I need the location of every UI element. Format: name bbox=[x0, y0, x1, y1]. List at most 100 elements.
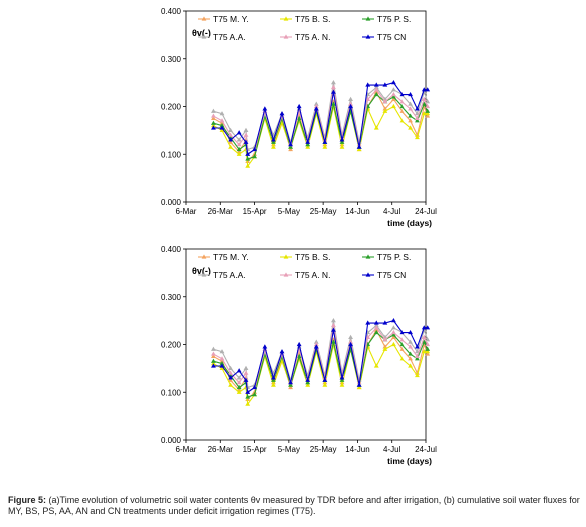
data-point bbox=[382, 337, 388, 342]
data-point bbox=[211, 361, 216, 366]
legend-marker bbox=[201, 254, 207, 259]
data-point bbox=[322, 142, 328, 147]
data-point bbox=[305, 375, 311, 380]
data-point bbox=[219, 118, 225, 123]
data-point bbox=[245, 401, 251, 406]
data-point bbox=[271, 137, 276, 142]
data-point bbox=[399, 108, 405, 113]
legend-label: T75 P. S. bbox=[377, 252, 411, 262]
data-point bbox=[288, 377, 293, 382]
data-point bbox=[245, 389, 251, 394]
data-point bbox=[305, 380, 311, 385]
data-point bbox=[219, 125, 225, 130]
data-point bbox=[262, 106, 268, 111]
data-point bbox=[373, 125, 379, 130]
data-point bbox=[391, 325, 396, 330]
data-point bbox=[211, 363, 216, 368]
data-point bbox=[305, 382, 311, 387]
data-point bbox=[399, 91, 405, 97]
data-point bbox=[322, 377, 328, 382]
legend-label: T75 M. Y. bbox=[213, 252, 249, 262]
figure-caption: Figure 5: (a)Time evolution of volumetri… bbox=[8, 495, 580, 517]
data-point bbox=[279, 111, 285, 116]
data-point bbox=[382, 108, 388, 113]
data-point bbox=[391, 80, 396, 85]
data-point bbox=[236, 151, 242, 156]
data-point bbox=[373, 91, 379, 97]
data-point bbox=[236, 384, 242, 390]
data-point bbox=[243, 370, 249, 375]
data-point bbox=[356, 146, 362, 152]
legend-marker bbox=[365, 254, 371, 259]
legend-label: T75 M. Y. bbox=[213, 14, 249, 24]
data-point bbox=[425, 87, 431, 92]
data-point bbox=[391, 103, 396, 109]
data-point bbox=[236, 389, 242, 394]
data-point bbox=[296, 353, 302, 359]
data-point bbox=[305, 377, 311, 382]
legend-label: T75 A. N. bbox=[295, 270, 330, 280]
x-tick-label: 6-Mar bbox=[176, 207, 197, 216]
data-point bbox=[391, 332, 396, 337]
data-point bbox=[425, 341, 431, 347]
data-point bbox=[228, 365, 233, 370]
legend-marker bbox=[283, 272, 289, 277]
data-point bbox=[219, 123, 225, 128]
legend-label: T75 CN bbox=[377, 270, 406, 280]
data-point bbox=[408, 329, 413, 335]
data-point bbox=[211, 123, 216, 128]
data-point bbox=[425, 99, 431, 104]
data-point bbox=[382, 320, 388, 325]
data-point bbox=[296, 341, 302, 347]
data-point bbox=[421, 334, 427, 339]
data-point bbox=[425, 351, 431, 356]
y-tick-label: 0.400 bbox=[161, 245, 182, 254]
data-point bbox=[365, 82, 371, 87]
data-point bbox=[243, 127, 249, 132]
data-point bbox=[211, 358, 216, 363]
data-point bbox=[339, 377, 345, 382]
x-tick-label: 5-May bbox=[278, 445, 300, 454]
data-point bbox=[252, 144, 257, 149]
caption-text: (a)Time evolution of volumetric soil wat… bbox=[8, 495, 580, 516]
data-point bbox=[305, 137, 311, 142]
data-point bbox=[331, 339, 336, 344]
data-point bbox=[313, 103, 319, 109]
data-point bbox=[211, 346, 216, 351]
data-point bbox=[271, 377, 276, 382]
legend-marker bbox=[201, 34, 207, 39]
data-point bbox=[356, 382, 362, 387]
data-point bbox=[252, 389, 257, 394]
legend-label: T75 CN bbox=[377, 32, 406, 42]
data-point bbox=[399, 329, 405, 335]
series-line bbox=[213, 105, 428, 168]
data-point bbox=[421, 87, 427, 92]
data-point bbox=[399, 103, 405, 109]
data-point bbox=[236, 130, 242, 135]
data-point bbox=[245, 156, 251, 161]
data-point bbox=[382, 82, 388, 87]
data-point bbox=[296, 103, 302, 109]
data-point bbox=[313, 341, 319, 347]
legend-marker bbox=[365, 16, 371, 21]
data-point bbox=[425, 325, 431, 330]
data-point bbox=[399, 346, 405, 351]
data-point bbox=[339, 375, 345, 380]
y-tick-label: 0.100 bbox=[161, 150, 182, 159]
data-point bbox=[243, 139, 249, 144]
data-point bbox=[219, 127, 225, 132]
chart-a: 0.000 0.100 0.200 0.300 0.400 6-Mar 26-Mar 15-A… bbox=[0, 0, 586, 240]
data-point bbox=[373, 363, 379, 368]
data-point bbox=[373, 87, 379, 92]
data-point bbox=[365, 334, 371, 339]
data-point bbox=[331, 318, 336, 323]
y-tick-label: 0.300 bbox=[161, 55, 182, 64]
series-line bbox=[213, 81, 428, 156]
data-point bbox=[408, 113, 413, 118]
data-point bbox=[421, 96, 427, 101]
data-point bbox=[243, 132, 249, 137]
data-point bbox=[425, 103, 431, 109]
legend-marker bbox=[283, 254, 289, 259]
x-tick-label: 5-May bbox=[278, 207, 300, 216]
legend-label: T75 B. S. bbox=[295, 14, 330, 24]
